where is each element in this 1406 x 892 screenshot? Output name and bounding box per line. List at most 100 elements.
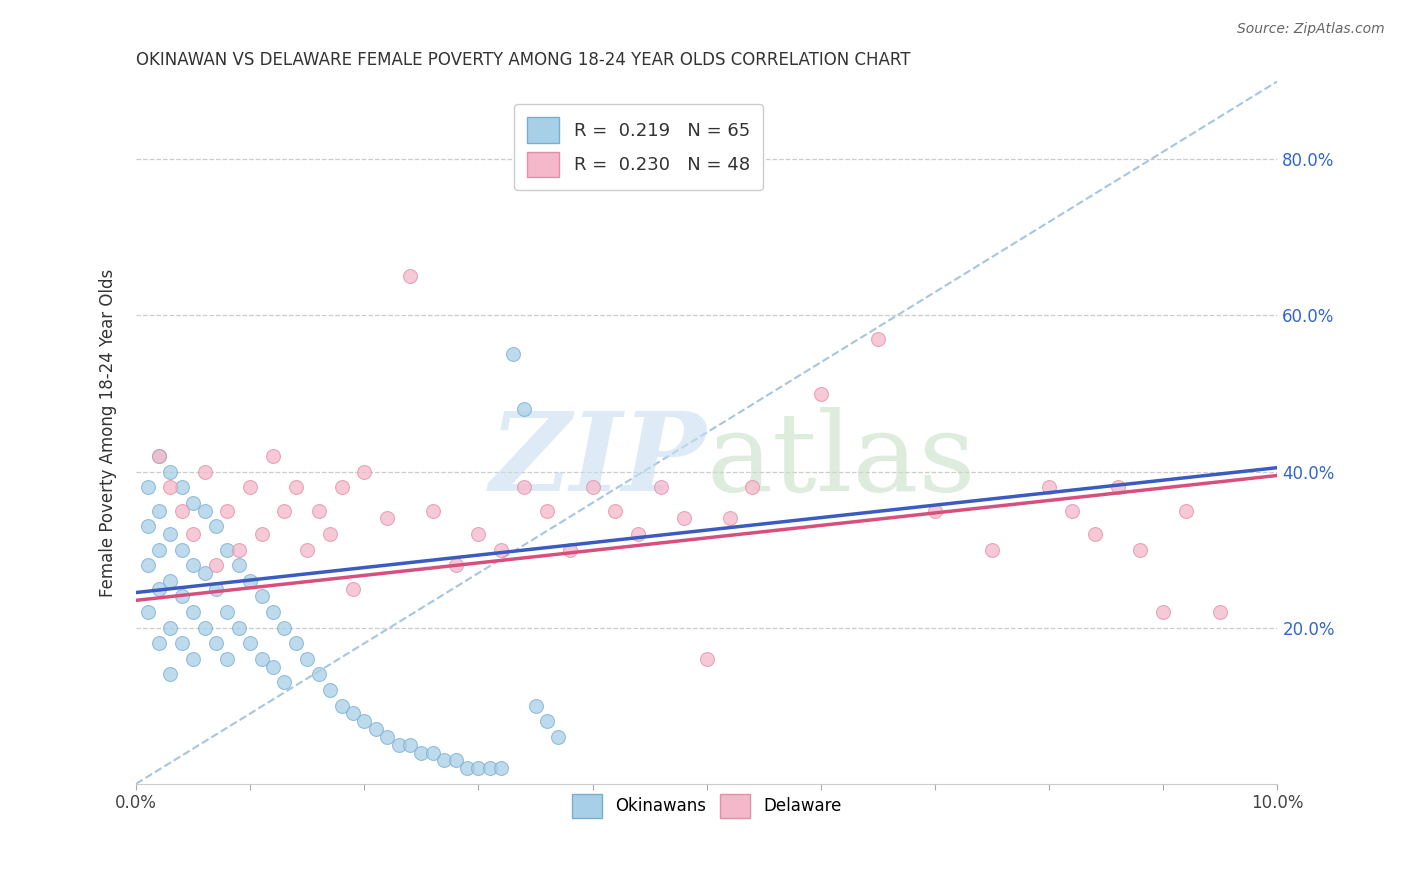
Point	[239, 636, 262, 650]
Point	[228, 621, 250, 635]
Point	[262, 449, 284, 463]
Point	[342, 582, 364, 596]
Point	[136, 605, 159, 619]
Point	[924, 503, 946, 517]
Point	[810, 386, 832, 401]
Y-axis label: Female Poverty Among 18-24 Year Olds: Female Poverty Among 18-24 Year Olds	[100, 268, 117, 597]
Point	[159, 667, 181, 681]
Point	[536, 503, 558, 517]
Point	[228, 542, 250, 557]
Point	[159, 465, 181, 479]
Text: Source: ZipAtlas.com: Source: ZipAtlas.com	[1237, 22, 1385, 37]
Point	[536, 714, 558, 729]
Point	[159, 527, 181, 541]
Point	[467, 761, 489, 775]
Point	[330, 698, 353, 713]
Point	[1038, 480, 1060, 494]
Point	[205, 582, 228, 596]
Point	[319, 527, 342, 541]
Point	[181, 527, 204, 541]
Point	[399, 738, 422, 752]
Point	[194, 465, 217, 479]
Point	[388, 738, 411, 752]
Point	[170, 590, 193, 604]
Point	[170, 542, 193, 557]
Point	[342, 706, 364, 721]
Point	[297, 652, 319, 666]
Point	[422, 503, 444, 517]
Point	[308, 503, 330, 517]
Point	[981, 542, 1004, 557]
Point	[422, 746, 444, 760]
Point	[136, 558, 159, 573]
Point	[1209, 605, 1232, 619]
Point	[284, 480, 307, 494]
Point	[181, 605, 204, 619]
Point	[866, 332, 889, 346]
Point	[181, 496, 204, 510]
Point	[491, 542, 513, 557]
Point	[170, 480, 193, 494]
Point	[159, 480, 181, 494]
Point	[581, 480, 603, 494]
Point	[1084, 527, 1107, 541]
Point	[547, 730, 569, 744]
Point	[148, 542, 170, 557]
Point	[194, 566, 217, 580]
Point	[273, 621, 295, 635]
Point	[194, 503, 217, 517]
Point	[627, 527, 650, 541]
Point	[148, 449, 170, 463]
Point	[228, 558, 250, 573]
Point	[217, 652, 239, 666]
Point	[297, 542, 319, 557]
Point	[696, 652, 718, 666]
Point	[605, 503, 627, 517]
Point	[444, 558, 467, 573]
Point	[375, 511, 398, 525]
Point	[250, 652, 273, 666]
Point	[239, 574, 262, 588]
Point	[375, 730, 398, 744]
Point	[558, 542, 581, 557]
Legend: Okinawans, Delaware: Okinawans, Delaware	[565, 788, 848, 824]
Point	[170, 636, 193, 650]
Point	[741, 480, 763, 494]
Point	[250, 590, 273, 604]
Point	[513, 402, 536, 417]
Point	[650, 480, 672, 494]
Point	[284, 636, 307, 650]
Point	[319, 683, 342, 698]
Point	[217, 605, 239, 619]
Point	[456, 761, 478, 775]
Point	[239, 480, 262, 494]
Point	[273, 675, 295, 690]
Point	[273, 503, 295, 517]
Point	[1129, 542, 1152, 557]
Point	[353, 714, 375, 729]
Point	[502, 347, 524, 361]
Text: ZIP: ZIP	[491, 407, 707, 515]
Point	[1107, 480, 1129, 494]
Point	[262, 605, 284, 619]
Point	[491, 761, 513, 775]
Point	[672, 511, 695, 525]
Point	[205, 519, 228, 533]
Point	[194, 621, 217, 635]
Point	[478, 761, 501, 775]
Point	[399, 269, 422, 284]
Point	[136, 519, 159, 533]
Point	[353, 465, 375, 479]
Point	[205, 636, 228, 650]
Text: OKINAWAN VS DELAWARE FEMALE POVERTY AMONG 18-24 YEAR OLDS CORRELATION CHART: OKINAWAN VS DELAWARE FEMALE POVERTY AMON…	[136, 51, 911, 69]
Point	[170, 503, 193, 517]
Point	[513, 480, 536, 494]
Point	[718, 511, 741, 525]
Point	[217, 503, 239, 517]
Point	[181, 652, 204, 666]
Point	[1152, 605, 1174, 619]
Point	[411, 746, 433, 760]
Text: atlas: atlas	[707, 407, 976, 514]
Point	[148, 449, 170, 463]
Point	[444, 753, 467, 767]
